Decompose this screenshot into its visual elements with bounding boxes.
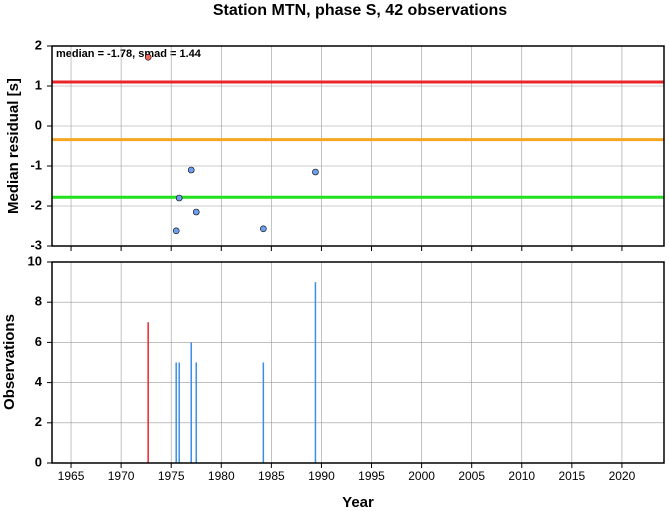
x-tick-label: 1995 [358,469,385,483]
point [260,225,267,233]
y-tick-label: 4 [35,374,43,389]
annotation: median = -1.78, smad = 1.44 [56,48,202,60]
x-tick-label: 1985 [258,469,285,483]
point [192,208,200,216]
point [144,53,152,61]
y-tick-label: 10 [28,253,42,268]
y-axis-label: Median residual [s] [5,78,22,214]
x-tick-label: 1975 [158,469,185,483]
point [175,194,183,202]
x-tick-label: 1970 [108,469,135,483]
y-tick-label: 2 [35,37,42,52]
x-tick-label: 1980 [208,469,235,483]
y-tick-label: 6 [35,334,42,349]
y-tick-label: 1 [35,77,42,92]
x-axis-label: Year [342,494,374,511]
y-tick-label: -1 [30,157,42,172]
y-tick-label: 0 [35,117,42,132]
x-tick-label: 2015 [558,469,585,483]
plot-frame [51,45,665,247]
x-tick-label: 1965 [58,469,85,483]
y-tick-label: 0 [35,454,42,469]
y-tick-label: 2 [35,414,42,429]
point [187,166,195,174]
x-tick-label: 2000 [408,469,435,483]
x-tick-label: 2005 [458,469,485,483]
x-tick-label: 1990 [308,469,335,483]
plot-frame [51,261,665,464]
x-tick-label: 2020 [609,469,636,483]
chart-title: Station MTN, phase S, 42 observations [213,2,507,19]
point [172,227,180,235]
x-tick-label: 2010 [508,469,535,483]
y-axis-label: Observations [1,314,18,410]
point [312,168,319,176]
y-tick-label: -3 [30,237,42,252]
y-tick-label: -2 [30,197,42,212]
y-tick-label: 8 [35,294,42,309]
